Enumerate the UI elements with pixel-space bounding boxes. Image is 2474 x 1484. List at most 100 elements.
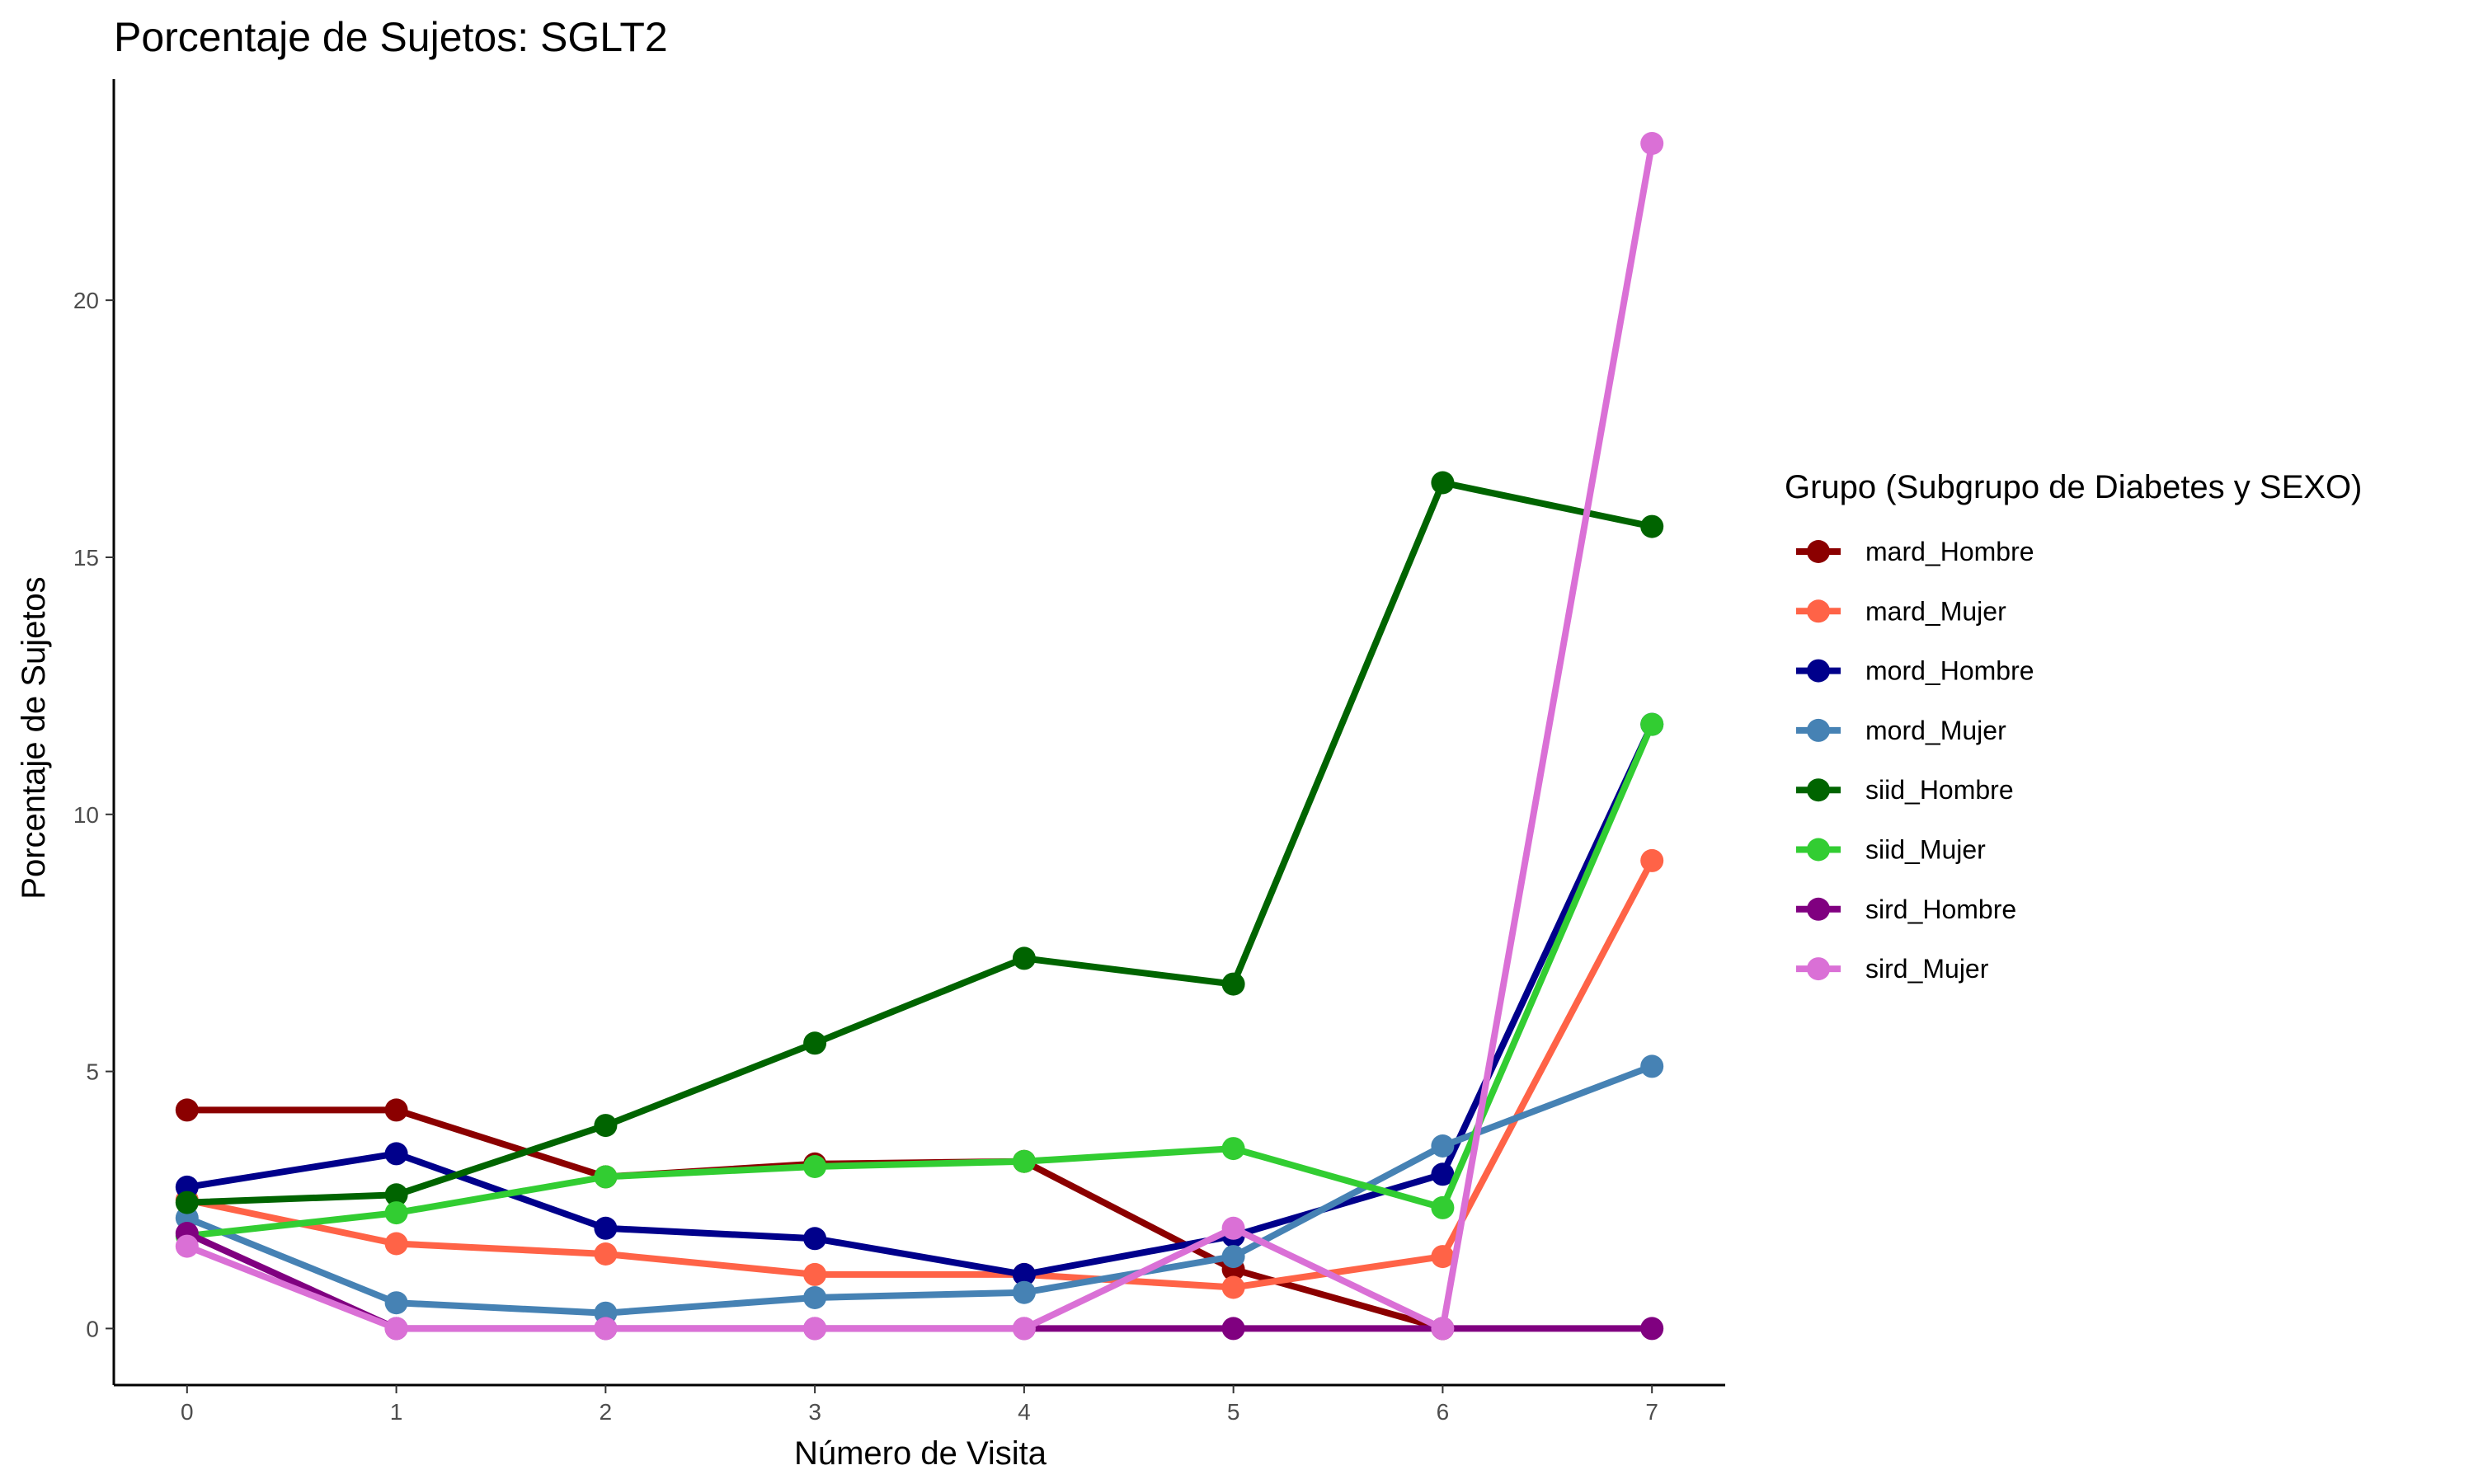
data-point — [1431, 1245, 1455, 1269]
data-point — [1221, 1245, 1245, 1269]
legend-key-point — [1807, 778, 1830, 802]
series-line — [186, 859, 1655, 1291]
data-point — [1431, 1162, 1455, 1186]
legend-label: siid_Hombre — [1865, 775, 2014, 805]
x-tick-label: 6 — [1437, 1399, 1450, 1425]
data-point — [384, 1232, 408, 1256]
x-tick-label: 4 — [1018, 1399, 1031, 1425]
x-tick-label: 1 — [390, 1399, 403, 1425]
data-point — [1221, 1317, 1245, 1341]
x-tick-label: 3 — [808, 1399, 821, 1425]
data-point — [384, 1183, 408, 1207]
data-point — [594, 1114, 618, 1138]
legend-key-point — [1807, 897, 1830, 921]
legend-key-point — [1807, 957, 1830, 981]
legend-label: mard_Mujer — [1865, 596, 2006, 626]
y-tick-label: 10 — [73, 802, 99, 828]
y-axis-title: Porcentaje de Sujetos — [16, 576, 52, 899]
data-point — [1431, 471, 1455, 495]
data-point — [1012, 946, 1036, 970]
data-point — [803, 1227, 827, 1251]
series-line — [186, 722, 1655, 1278]
data-point — [384, 1317, 408, 1341]
legend-item: sird_Hombre — [1796, 895, 2016, 924]
axes: 0 1 2 3 4 5 6 7 0 5 10 15 20 — [73, 79, 1725, 1425]
legend-item: siid_Mujer — [1796, 835, 1986, 865]
data-point — [803, 1155, 827, 1178]
legend-item: sird_Mujer — [1796, 954, 1989, 984]
data-point — [1012, 1149, 1036, 1173]
data-point — [384, 1291, 408, 1315]
series-line — [186, 1063, 1653, 1317]
data-point — [803, 1262, 827, 1286]
legend-item: mard_Mujer — [1796, 596, 2006, 626]
x-tick-label: 0 — [181, 1399, 194, 1425]
data-point — [1640, 848, 1664, 872]
data-point — [384, 1142, 408, 1166]
data-point — [1640, 514, 1664, 538]
data-point — [384, 1098, 408, 1122]
legend-item: mord_Hombre — [1796, 656, 2034, 686]
data-point — [1221, 972, 1245, 996]
x-tick-label: 7 — [1645, 1399, 1658, 1425]
data-point — [1431, 1195, 1455, 1219]
data-point — [803, 1031, 827, 1055]
data-point — [384, 1201, 408, 1225]
series-mard_Mujer — [175, 848, 1664, 1299]
legend: Grupo (Subgrupo de Diabetes y SEXO) mard… — [1785, 469, 2362, 984]
data-point — [803, 1286, 827, 1309]
legend-label: sird_Hombre — [1865, 895, 2016, 924]
legend-key-point — [1807, 599, 1830, 623]
data-point — [1640, 1054, 1664, 1078]
y-tick-label: 15 — [73, 545, 99, 571]
plot-area — [175, 132, 1664, 1341]
x-tick-label: 2 — [600, 1399, 613, 1425]
legend-label: sird_Mujer — [1865, 954, 1989, 984]
data-point — [1012, 1262, 1036, 1286]
data-point — [1012, 1280, 1036, 1304]
data-point — [594, 1165, 618, 1189]
legend-title: Grupo (Subgrupo de Diabetes y SEXO) — [1785, 469, 2362, 505]
data-point — [594, 1317, 618, 1341]
data-point — [1221, 1275, 1245, 1299]
legend-item: siid_Hombre — [1796, 775, 2014, 805]
x-axis-title: Número de Visita — [794, 1435, 1047, 1472]
legend-label: mard_Hombre — [1865, 537, 2034, 566]
legend-key-point — [1807, 838, 1830, 862]
series-line — [186, 143, 1656, 1332]
legend-label: mord_Hombre — [1865, 656, 2034, 686]
data-point — [1640, 1317, 1664, 1341]
series-siid_Hombre — [175, 471, 1664, 1214]
series-line — [186, 479, 1653, 1206]
legend-label: mord_Mujer — [1865, 716, 2006, 745]
x-tick-label: 5 — [1227, 1399, 1240, 1425]
legend-label: siid_Mujer — [1865, 835, 1986, 865]
data-point — [175, 1234, 199, 1258]
data-point — [1221, 1137, 1245, 1161]
data-point — [1431, 1317, 1455, 1341]
data-point — [1640, 132, 1664, 155]
series-sird_Mujer — [175, 132, 1664, 1341]
legend-key-point — [1807, 659, 1830, 683]
series-line — [186, 723, 1655, 1240]
legend-item: mord_Mujer — [1796, 716, 2006, 745]
legend-key-point — [1807, 540, 1830, 563]
data-point — [1640, 712, 1664, 736]
data-point — [175, 1190, 199, 1214]
data-point — [175, 1098, 199, 1122]
data-point — [594, 1242, 618, 1266]
y-tick-label: 20 — [73, 288, 99, 313]
data-point — [1012, 1317, 1036, 1341]
data-point — [1221, 1216, 1245, 1240]
data-point — [594, 1216, 618, 1240]
legend-key-point — [1807, 718, 1830, 742]
chart-title: Porcentaje de Sujetos: SGLT2 — [114, 14, 668, 60]
data-point — [803, 1317, 827, 1341]
series-siid_Mujer — [175, 712, 1664, 1248]
legend-item: mard_Hombre — [1796, 537, 2034, 566]
data-point — [1431, 1134, 1455, 1158]
y-tick-label: 0 — [86, 1316, 99, 1341]
y-tick-label: 5 — [86, 1059, 99, 1085]
